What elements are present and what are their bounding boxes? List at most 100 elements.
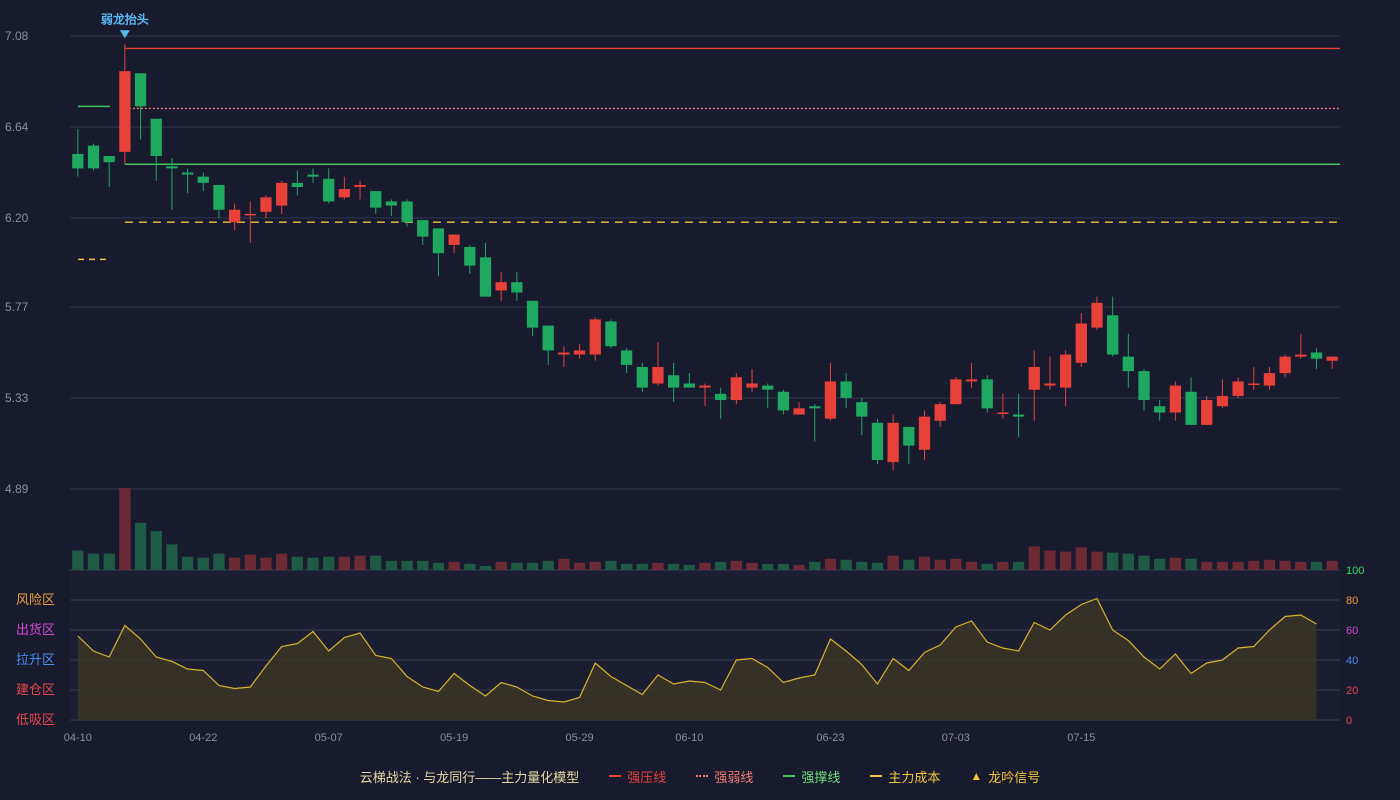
candle-body (1310, 352, 1323, 359)
volume-bar (1169, 557, 1182, 570)
candle-body (1169, 385, 1182, 413)
legend-item-resistance[interactable]: 强压线 (609, 767, 666, 786)
volume-bar (840, 559, 852, 570)
candle-body (385, 201, 398, 206)
volume-bar (338, 556, 351, 570)
volume-bar (965, 561, 978, 570)
candle-body (965, 379, 978, 382)
volume-bar (291, 556, 303, 570)
legend-item-cost[interactable]: 主力成本 (870, 767, 940, 786)
volume-bar (1122, 553, 1134, 570)
volume-bar (730, 560, 743, 570)
candle-body (213, 184, 225, 210)
legend-label-support: 强撑线 (801, 769, 841, 785)
legend-swatch-support (783, 775, 796, 777)
oscillator-tick-label: 0 (1346, 715, 1352, 727)
volume-bar (276, 553, 288, 570)
legend-item-signal[interactable]: ▲ 龙吟信号 (970, 767, 1040, 786)
candle-body (197, 176, 209, 183)
x-tick-label: 06-23 (816, 732, 844, 744)
volume-bar (1138, 555, 1150, 570)
volume-bar (824, 558, 837, 570)
volume-bar (197, 557, 209, 570)
candle-body (1279, 356, 1291, 374)
candle-body (87, 145, 100, 169)
candle-body (1201, 400, 1213, 425)
oscillator-tick-label: 100 (1346, 565, 1364, 577)
volume-bar (918, 556, 931, 570)
volume-bar (1310, 561, 1323, 570)
candle-body (715, 393, 727, 401)
volume-bar (511, 562, 523, 570)
volume-bar (903, 559, 915, 570)
legend-swatch-resistance (609, 775, 622, 777)
volume-bar (667, 563, 680, 570)
volume-bar (307, 557, 319, 570)
candle-body (354, 184, 366, 187)
legend-swatch-cost (870, 775, 883, 777)
legend-swatch-weak-strong (696, 775, 709, 777)
candle-body (934, 404, 946, 421)
candle-body (1091, 302, 1103, 328)
legend-item-weak-strong[interactable]: 强弱线 (696, 767, 753, 786)
candle-body (244, 213, 256, 216)
volume-bar (72, 550, 84, 570)
volume-bar (370, 555, 382, 570)
candle-body (793, 408, 805, 415)
legend-label-weak-strong: 强弱线 (714, 769, 754, 785)
oscillator-zone-label: 出货区 (16, 622, 55, 637)
candle-body (1185, 391, 1197, 425)
volume-bar (856, 561, 868, 570)
volume-bar (605, 560, 617, 570)
oscillator-tick-label: 80 (1346, 595, 1358, 607)
candle-body (683, 383, 695, 388)
legend-item-support[interactable]: 强撑线 (783, 767, 840, 786)
volume-bar (887, 555, 899, 570)
oscillator-tick-label: 60 (1346, 625, 1358, 637)
x-tick-label: 05-29 (565, 732, 593, 744)
volume-bar (1279, 560, 1291, 570)
candle-body (652, 366, 664, 384)
candle-body (479, 257, 492, 297)
volume-bar (401, 560, 413, 570)
candle-body (370, 191, 382, 208)
candle-body (699, 385, 711, 388)
candle-body (871, 422, 884, 461)
volume-bar (417, 560, 429, 570)
x-tick-label: 04-22 (189, 732, 217, 744)
candle-body (981, 379, 993, 409)
candle-body (1263, 373, 1276, 386)
x-tick-label: 05-07 (315, 732, 343, 744)
candle-body (276, 182, 288, 206)
x-tick-label: 07-15 (1067, 732, 1095, 744)
volume-bar (934, 559, 946, 570)
candle-body (840, 381, 852, 398)
candle-body (1122, 356, 1134, 372)
candle-body (746, 383, 758, 388)
candle-body (1138, 371, 1150, 401)
price-tick-label: 4.89 (5, 482, 29, 496)
candle-body (307, 174, 319, 177)
candle-body (150, 118, 162, 156)
price-tick-label: 5.33 (5, 391, 29, 405)
oscillator-line (77, 597, 1317, 703)
volume-bar (981, 563, 993, 570)
legend-label-signal: 龙吟信号 (988, 769, 1041, 785)
oscillator-zone-label: 风险区 (16, 592, 55, 607)
price-tick-label: 7.08 (5, 29, 29, 43)
price-tick-label: 6.64 (5, 120, 29, 134)
candle-body (119, 71, 131, 152)
volume-bar (228, 557, 241, 570)
candle-body (950, 379, 962, 405)
candle-body (605, 321, 617, 347)
volume-bar (448, 561, 460, 570)
candle-body (620, 350, 633, 365)
volume-bar (793, 564, 805, 570)
oscillator-zone-label: 拉升区 (16, 652, 55, 667)
candle-body (1154, 406, 1166, 413)
x-tick-label: 06-10 (675, 732, 703, 744)
candle-body (809, 406, 821, 409)
candle-body (824, 381, 837, 419)
volume-bar (1059, 551, 1072, 570)
candle-body (903, 426, 915, 446)
